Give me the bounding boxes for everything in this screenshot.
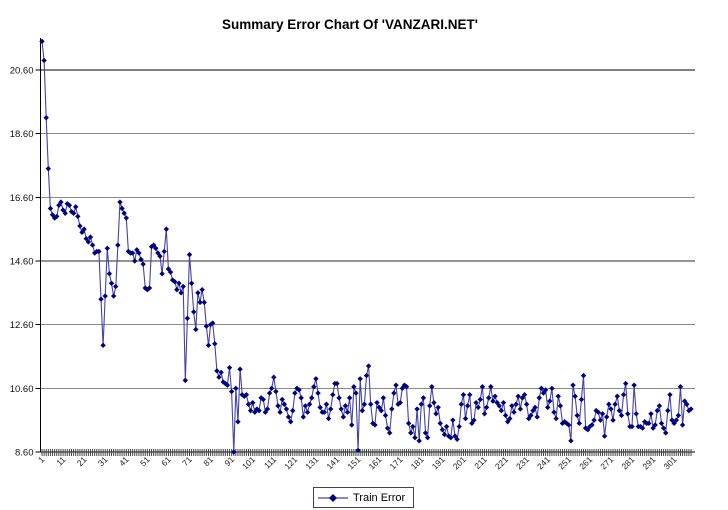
svg-text:271: 271	[598, 454, 615, 471]
svg-text:211: 211	[472, 454, 489, 471]
svg-text:31: 31	[96, 454, 110, 468]
legend: Train Error	[313, 487, 414, 508]
svg-text:18.60: 18.60	[10, 129, 34, 140]
train-error-marker-icon	[318, 493, 348, 502]
svg-text:161: 161	[366, 454, 383, 471]
svg-text:61: 61	[159, 454, 173, 468]
svg-text:241: 241	[535, 454, 552, 471]
svg-text:301: 301	[661, 454, 678, 471]
svg-text:71: 71	[180, 454, 194, 468]
svg-text:1: 1	[36, 454, 47, 465]
svg-text:251: 251	[556, 454, 573, 471]
svg-text:171: 171	[388, 454, 405, 471]
svg-text:201: 201	[451, 454, 468, 471]
svg-text:41: 41	[117, 454, 131, 468]
svg-text:8.60: 8.60	[15, 448, 34, 459]
svg-text:51: 51	[138, 454, 152, 468]
svg-text:16.60: 16.60	[10, 193, 34, 204]
svg-text:10.60: 10.60	[10, 384, 34, 395]
svg-text:21: 21	[75, 454, 89, 468]
svg-text:281: 281	[619, 454, 636, 471]
svg-text:91: 91	[222, 454, 236, 468]
svg-text:141: 141	[324, 454, 341, 471]
legend-label-train-error: Train Error	[353, 491, 406, 504]
svg-text:121: 121	[282, 454, 299, 471]
svg-text:111: 111	[262, 454, 278, 470]
svg-text:221: 221	[493, 454, 510, 471]
svg-text:291: 291	[640, 454, 657, 471]
svg-text:231: 231	[514, 454, 531, 471]
svg-text:261: 261	[577, 454, 594, 471]
svg-text:181: 181	[409, 454, 426, 471]
svg-text:11: 11	[54, 454, 68, 468]
svg-text:151: 151	[345, 454, 362, 471]
svg-text:14.60: 14.60	[10, 257, 34, 268]
svg-text:101: 101	[240, 454, 257, 471]
svg-text:191: 191	[430, 454, 447, 471]
chart-title: Summary Error Chart Of 'VANZARI.NET'	[222, 17, 478, 32]
svg-text:12.60: 12.60	[10, 320, 34, 331]
svg-text:81: 81	[201, 454, 215, 468]
svg-text:131: 131	[303, 454, 320, 471]
svg-text:20.60: 20.60	[10, 66, 34, 77]
